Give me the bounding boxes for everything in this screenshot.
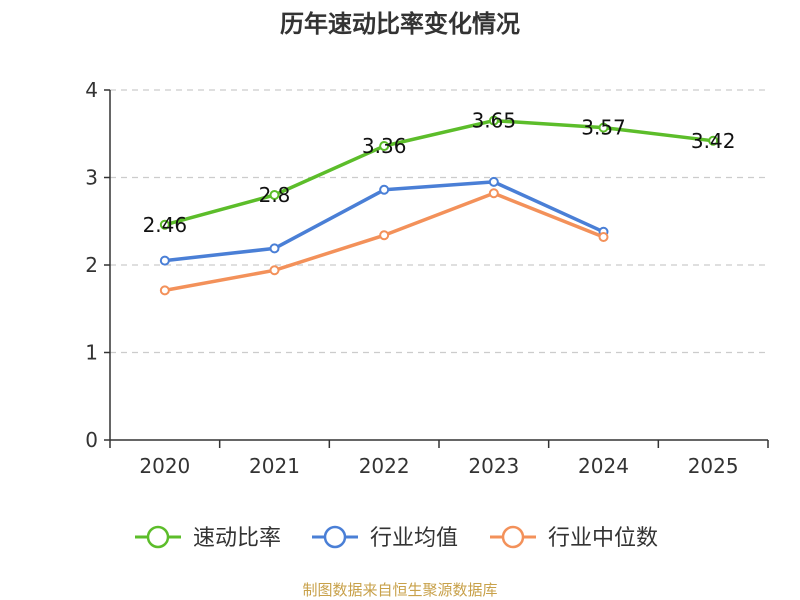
data-label-2020: 2.46	[143, 213, 188, 237]
axes	[109, 90, 768, 441]
x-tick-label-2024: 2024	[578, 454, 629, 478]
data-point-2022	[379, 184, 390, 195]
data-point-2021	[269, 265, 280, 276]
legend-marker	[501, 525, 525, 549]
legend-label: 行业均值	[370, 526, 458, 551]
legend-label: 行业中位数	[548, 526, 658, 551]
data-point-2023	[488, 176, 499, 187]
y-tick-label-2: 2	[85, 253, 98, 277]
y-tick-label-3: 3	[85, 166, 98, 190]
y-tick-label-1: 1	[85, 341, 98, 365]
legend-item-2: 行业均值	[312, 525, 458, 551]
y-tick-label-4: 4	[85, 78, 98, 102]
series-1	[159, 115, 719, 230]
data-labels: 2.46 2.8 3.36 3.65 3.57 3.42	[143, 109, 736, 237]
data-point-2025	[708, 135, 719, 146]
data-label-2022: 3.36	[362, 134, 407, 158]
chart-title: 历年速动比率变化情况	[280, 10, 520, 38]
data-label-2023: 3.65	[472, 109, 517, 133]
x-tick-label-2022: 2022	[359, 454, 410, 478]
data-point-2023	[488, 115, 499, 126]
data-point-2022	[379, 141, 390, 151]
data-label-2024: 3.57	[581, 116, 626, 140]
series-line-1	[164, 118, 714, 227]
data-point-2020	[159, 255, 170, 266]
data-point-2024	[598, 232, 609, 242]
x-tick-label-2020: 2020	[139, 454, 190, 478]
data-label-2025: 3.42	[691, 129, 736, 153]
series-2	[159, 176, 609, 266]
grid-lines	[110, 89, 768, 354]
y-tick-label-0: 0	[85, 428, 98, 452]
data-point-2021	[269, 243, 280, 254]
series-3	[159, 188, 609, 296]
x-axis-ticks: 2020 2021 2022 2023 2024 2025	[109, 440, 769, 478]
source-note: 制图数据来自恒生聚源数据库	[302, 581, 497, 599]
data-label-2021: 2.8	[259, 183, 291, 207]
legend-label: 速动比率	[193, 526, 281, 551]
x-tick-label-2023: 2023	[468, 454, 519, 478]
data-point-2021	[269, 190, 280, 200]
x-tick-label-2025: 2025	[688, 454, 739, 478]
data-point-2020	[159, 219, 170, 230]
legend-item-1: 速动比率	[135, 525, 281, 551]
data-point-2023	[488, 188, 499, 199]
x-tick-label-2021: 2021	[249, 454, 300, 478]
legend-marker	[323, 525, 347, 549]
legend: 速动比率 行业均值 行业中位数	[135, 525, 658, 551]
series-group	[159, 115, 719, 296]
data-point-2024	[598, 122, 609, 133]
legend-marker	[146, 525, 170, 549]
legend-item-3: 行业中位数	[490, 525, 658, 551]
data-point-2022	[379, 230, 390, 241]
y-axis-ticks: 0 1 2 3 4	[85, 78, 110, 452]
data-point-2020	[159, 285, 170, 296]
